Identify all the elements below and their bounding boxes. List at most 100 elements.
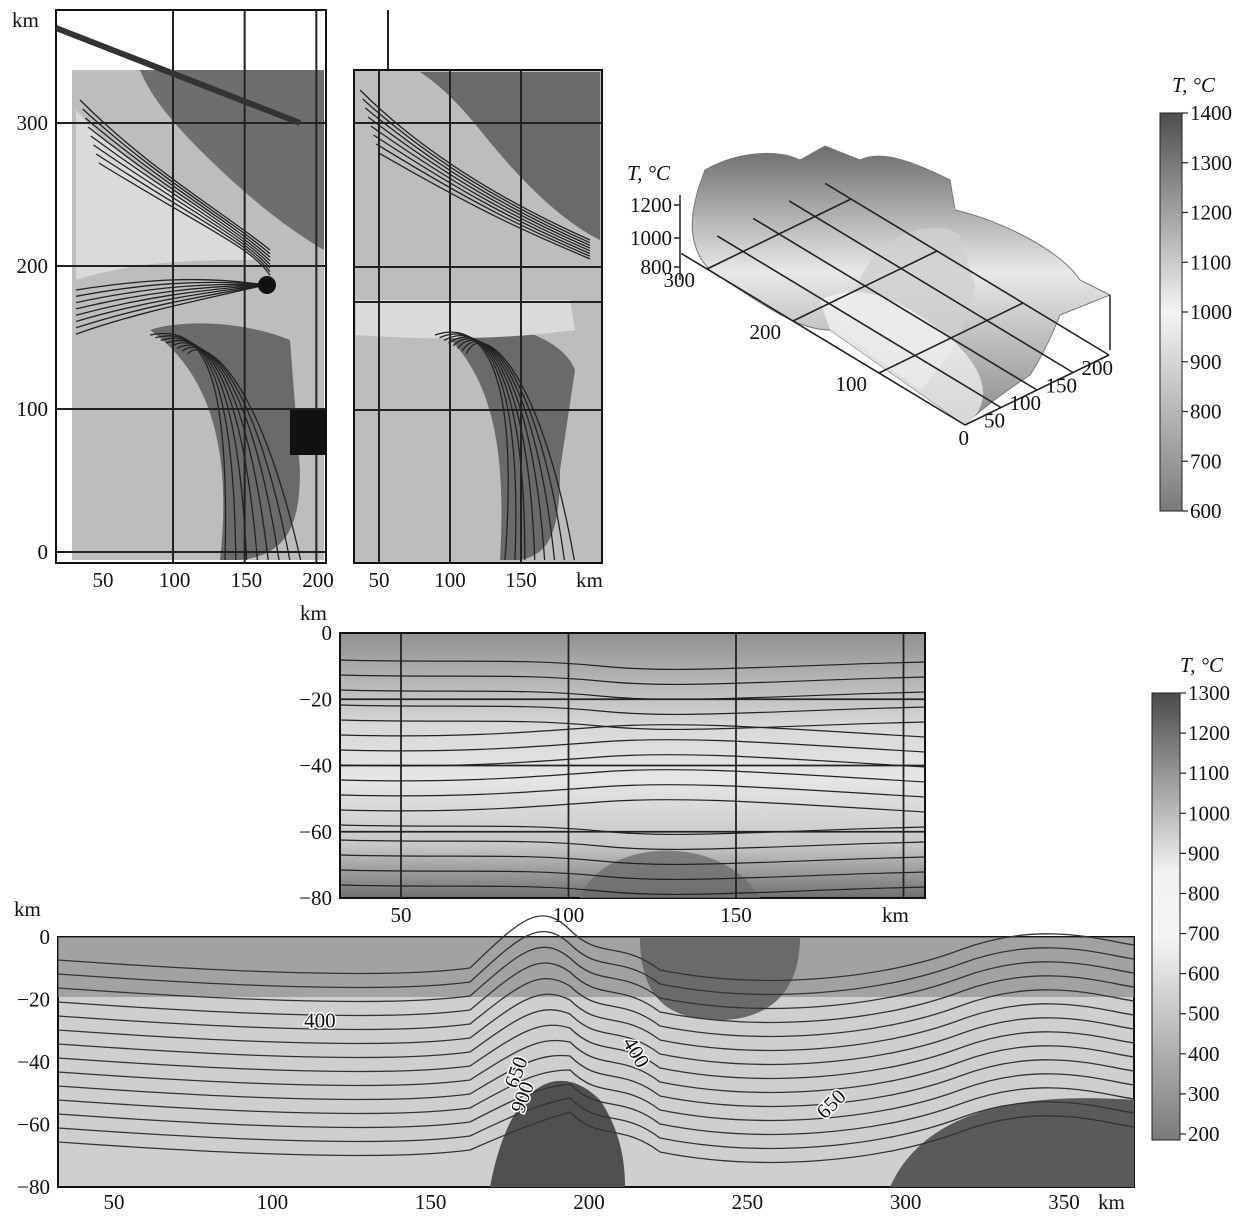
map-left-contour — [165, 339, 259, 561]
map-middle-contour — [370, 125, 591, 252]
map-left-contour — [90, 135, 271, 265]
section-middle-contour — [339, 769, 926, 783]
section-middle-xtick-label: 100 — [553, 903, 585, 927]
map-left-contour — [82, 108, 271, 255]
map-left-frame-diagonal — [54, 25, 302, 126]
map-left-contour — [75, 281, 266, 297]
section-bottom-contour-label: 400 — [304, 1009, 336, 1033]
map-middle-contour — [461, 341, 566, 561]
surface-3d-zlabel: T, °C — [627, 161, 671, 185]
map-left-contour — [93, 144, 271, 269]
section-bottom-ytick-label: −60 — [17, 1113, 50, 1137]
map-left-ytick-label: 300 — [17, 111, 49, 135]
surface-3d-gridline — [680, 252, 966, 426]
surface-3d-xtick-label: 50 — [984, 409, 1005, 433]
map-left-contour — [75, 284, 266, 329]
section-bottom-contour — [57, 1054, 1135, 1108]
map-middle-contour — [373, 134, 591, 255]
surface-3d-ytick-label: 100 — [836, 372, 868, 396]
map-left-contour — [171, 342, 269, 561]
map-left-black-patch — [290, 410, 326, 455]
section-bottom-ytick-label: 0 — [40, 925, 51, 949]
colorbar-top-tick-label: 1300 — [1190, 151, 1232, 175]
section-middle-contour — [339, 839, 926, 851]
map-left-contour — [75, 284, 266, 323]
colorbar-bottom-tick-label: 900 — [1188, 841, 1220, 865]
colorbar-bottom-label: T, °C — [1180, 653, 1224, 677]
section-bottom-xtick-label: 50 — [104, 1190, 125, 1214]
map-middle-contour — [434, 331, 509, 561]
surface-3d-gridline — [716, 235, 1002, 409]
section-bottom-contour — [57, 1009, 1135, 1066]
surface-3d-highlight — [820, 291, 984, 425]
colorbar-bottom-tick-label: 400 — [1188, 1042, 1220, 1066]
colorbar-bottom-tick-label: 1000 — [1188, 801, 1230, 825]
section-bottom-contour — [57, 1039, 1135, 1094]
map-middle-contour — [378, 152, 591, 260]
surface-3d-ztick-label: 1200 — [630, 193, 672, 217]
map-middle-contour — [465, 342, 575, 561]
section-bottom-xtick-label: 200 — [573, 1190, 605, 1214]
map-left-ytick-label: 200 — [17, 254, 49, 278]
section-middle-contour — [339, 674, 926, 686]
section-middle-contours — [339, 659, 926, 896]
map-middle-contour — [359, 89, 591, 241]
section-middle-ytick-label: −40 — [299, 754, 332, 778]
section-middle-ytick-label: 0 — [322, 621, 333, 645]
colorbar-bottom-tick-label: 600 — [1188, 962, 1220, 986]
map-left-black-spot — [258, 276, 276, 294]
surface-3d-ytick-label: 200 — [750, 320, 782, 344]
map-middle-panel: 50 100 150 km — [353, 69, 603, 592]
surface-3d-xtick-label: 200 — [1082, 356, 1114, 380]
map-middle-contour — [362, 98, 591, 244]
map-middle-grid — [354, 70, 602, 563]
colorbar-top-tick-label: 1200 — [1190, 201, 1232, 225]
section-middle-ytick-label: −80 — [299, 886, 332, 910]
section-bottom-contour — [57, 1111, 1135, 1164]
section-bottom-contour — [57, 1083, 1135, 1136]
map-left-contour — [160, 337, 248, 561]
map-left-ylabel: km — [12, 8, 39, 32]
colorbar-bottom-tick-label: 200 — [1188, 1122, 1220, 1146]
surface-3d-gridline — [752, 217, 1038, 391]
map-left-contour — [79, 99, 271, 251]
section-middle-xlabel: km — [882, 903, 909, 927]
map-left-panel: 0 100 200 300 50 100 150 200 km — [12, 8, 389, 592]
map-middle-contour — [364, 107, 591, 246]
map-middle-xtick-label: 150 — [505, 568, 537, 592]
section-bottom-contour — [57, 1024, 1135, 1080]
colorbar-top-label: T, °C — [1172, 73, 1216, 97]
map-middle-contour — [375, 143, 591, 257]
map-left-contours — [75, 99, 302, 561]
colorbar-bottom-bar — [1151, 692, 1181, 1141]
section-middle-contour — [339, 689, 926, 701]
section-bottom-dark-root — [490, 1080, 625, 1187]
section-bottom-xtick-label: 250 — [732, 1190, 764, 1214]
map-middle-contour — [367, 116, 591, 249]
surface-3d-gridline — [792, 250, 938, 322]
map-left-contour — [75, 283, 266, 304]
section-bottom-contour — [57, 1069, 1135, 1122]
colorbar-top-tick-label: 1400 — [1190, 101, 1232, 125]
section-bottom-xtick-label: 350 — [1048, 1190, 1080, 1214]
map-middle-xtick-label: 100 — [434, 568, 466, 592]
section-bottom-ytick-label: −40 — [17, 1050, 50, 1074]
colorbar-top-tick-label: 900 — [1190, 350, 1222, 374]
map-left-xtick-label: 100 — [159, 568, 191, 592]
section-bottom-contour — [57, 930, 1135, 996]
colorbar-bottom-tick-label: 800 — [1188, 881, 1220, 905]
map-middle-contour — [456, 339, 556, 561]
surface-3d-gridline — [706, 198, 852, 270]
map-left-contour — [181, 346, 291, 561]
map-left-ytick-label: 100 — [17, 397, 49, 421]
colorbar-bottom-tick-label: 1100 — [1188, 761, 1229, 785]
section-bottom-ytick-label: −80 — [17, 1175, 50, 1199]
map-left-xtick-label: 200 — [302, 568, 334, 592]
colorbar-bottom-tick-label: 1300 — [1188, 681, 1230, 705]
map-left-contour — [95, 153, 271, 273]
map-left-dark-body — [150, 323, 300, 560]
section-bottom-xtick-label: 100 — [257, 1190, 289, 1214]
map-left-contour — [87, 126, 271, 262]
section-bottom-xtick-label: 150 — [415, 1190, 447, 1214]
